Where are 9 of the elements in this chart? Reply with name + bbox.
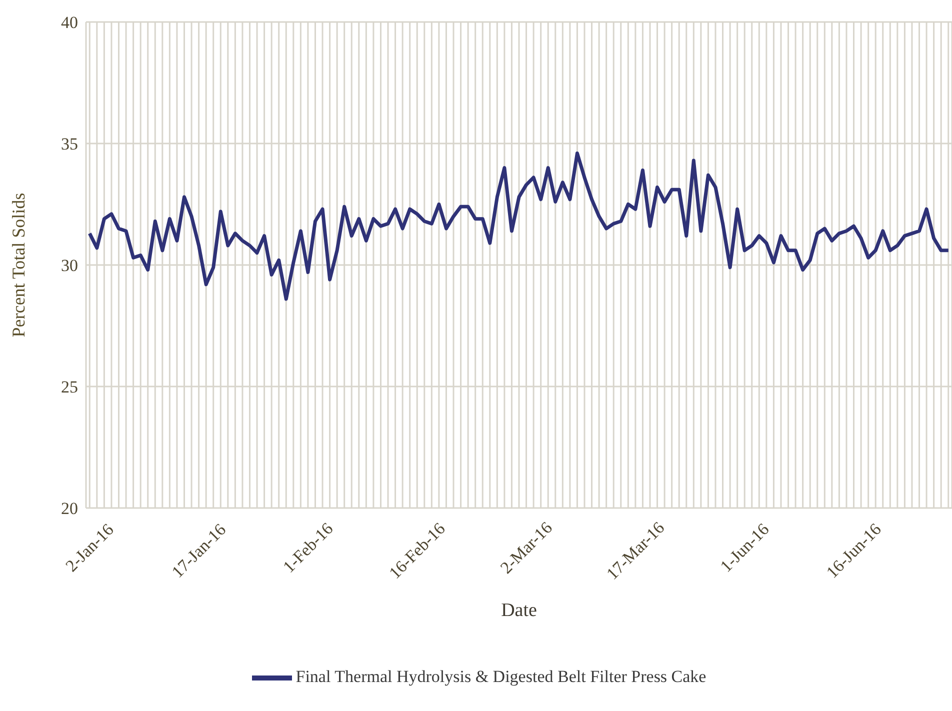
y-tick-label: 20 — [61, 499, 78, 518]
line-series — [88, 151, 950, 301]
legend-label: Final Thermal Hydrolysis & Digested Belt Filter Press Cake — [296, 666, 706, 686]
y-tick-label: 25 — [61, 378, 78, 397]
y-tick-label: 35 — [61, 134, 78, 154]
y-tick-label: 30 — [61, 256, 78, 276]
x-axis-title: Date — [501, 600, 537, 621]
y-tick-label: 40 — [61, 13, 78, 32]
y-axis-title: Percent Total Solids — [8, 192, 28, 338]
